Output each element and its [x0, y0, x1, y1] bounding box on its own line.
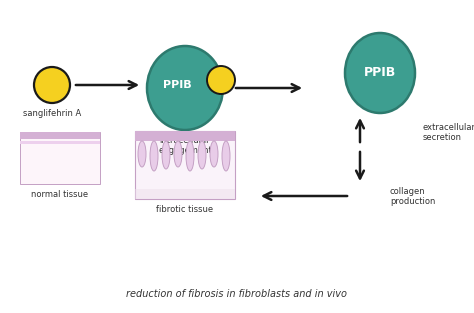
Text: sanglifehrin A: sanglifehrin A: [23, 109, 81, 118]
Text: normal tissue: normal tissue: [31, 190, 89, 199]
FancyBboxPatch shape: [135, 131, 235, 199]
FancyBboxPatch shape: [20, 132, 100, 184]
FancyBboxPatch shape: [135, 131, 235, 141]
Ellipse shape: [150, 141, 158, 171]
Text: fibrotic tissue: fibrotic tissue: [156, 205, 214, 214]
Circle shape: [207, 66, 235, 94]
Ellipse shape: [198, 141, 206, 169]
Text: PPIB: PPIB: [163, 80, 191, 90]
Ellipse shape: [138, 141, 146, 167]
Circle shape: [34, 67, 70, 103]
Ellipse shape: [210, 141, 218, 167]
Ellipse shape: [186, 141, 194, 171]
Text: reduction of fibrosis in fibroblasts and in vivo: reduction of fibrosis in fibroblasts and…: [127, 289, 347, 299]
Ellipse shape: [174, 141, 182, 167]
Ellipse shape: [345, 33, 415, 113]
Text: collagen
production: collagen production: [390, 187, 436, 206]
Text: intracellular
engagement: intracellular engagement: [158, 136, 212, 155]
Ellipse shape: [222, 141, 230, 171]
Text: PPIB: PPIB: [364, 66, 396, 80]
Text: extracellular
secretion: extracellular secretion: [423, 123, 474, 142]
FancyBboxPatch shape: [135, 189, 235, 199]
Ellipse shape: [147, 46, 223, 130]
FancyBboxPatch shape: [20, 132, 100, 139]
Ellipse shape: [162, 141, 170, 169]
FancyBboxPatch shape: [20, 141, 100, 144]
